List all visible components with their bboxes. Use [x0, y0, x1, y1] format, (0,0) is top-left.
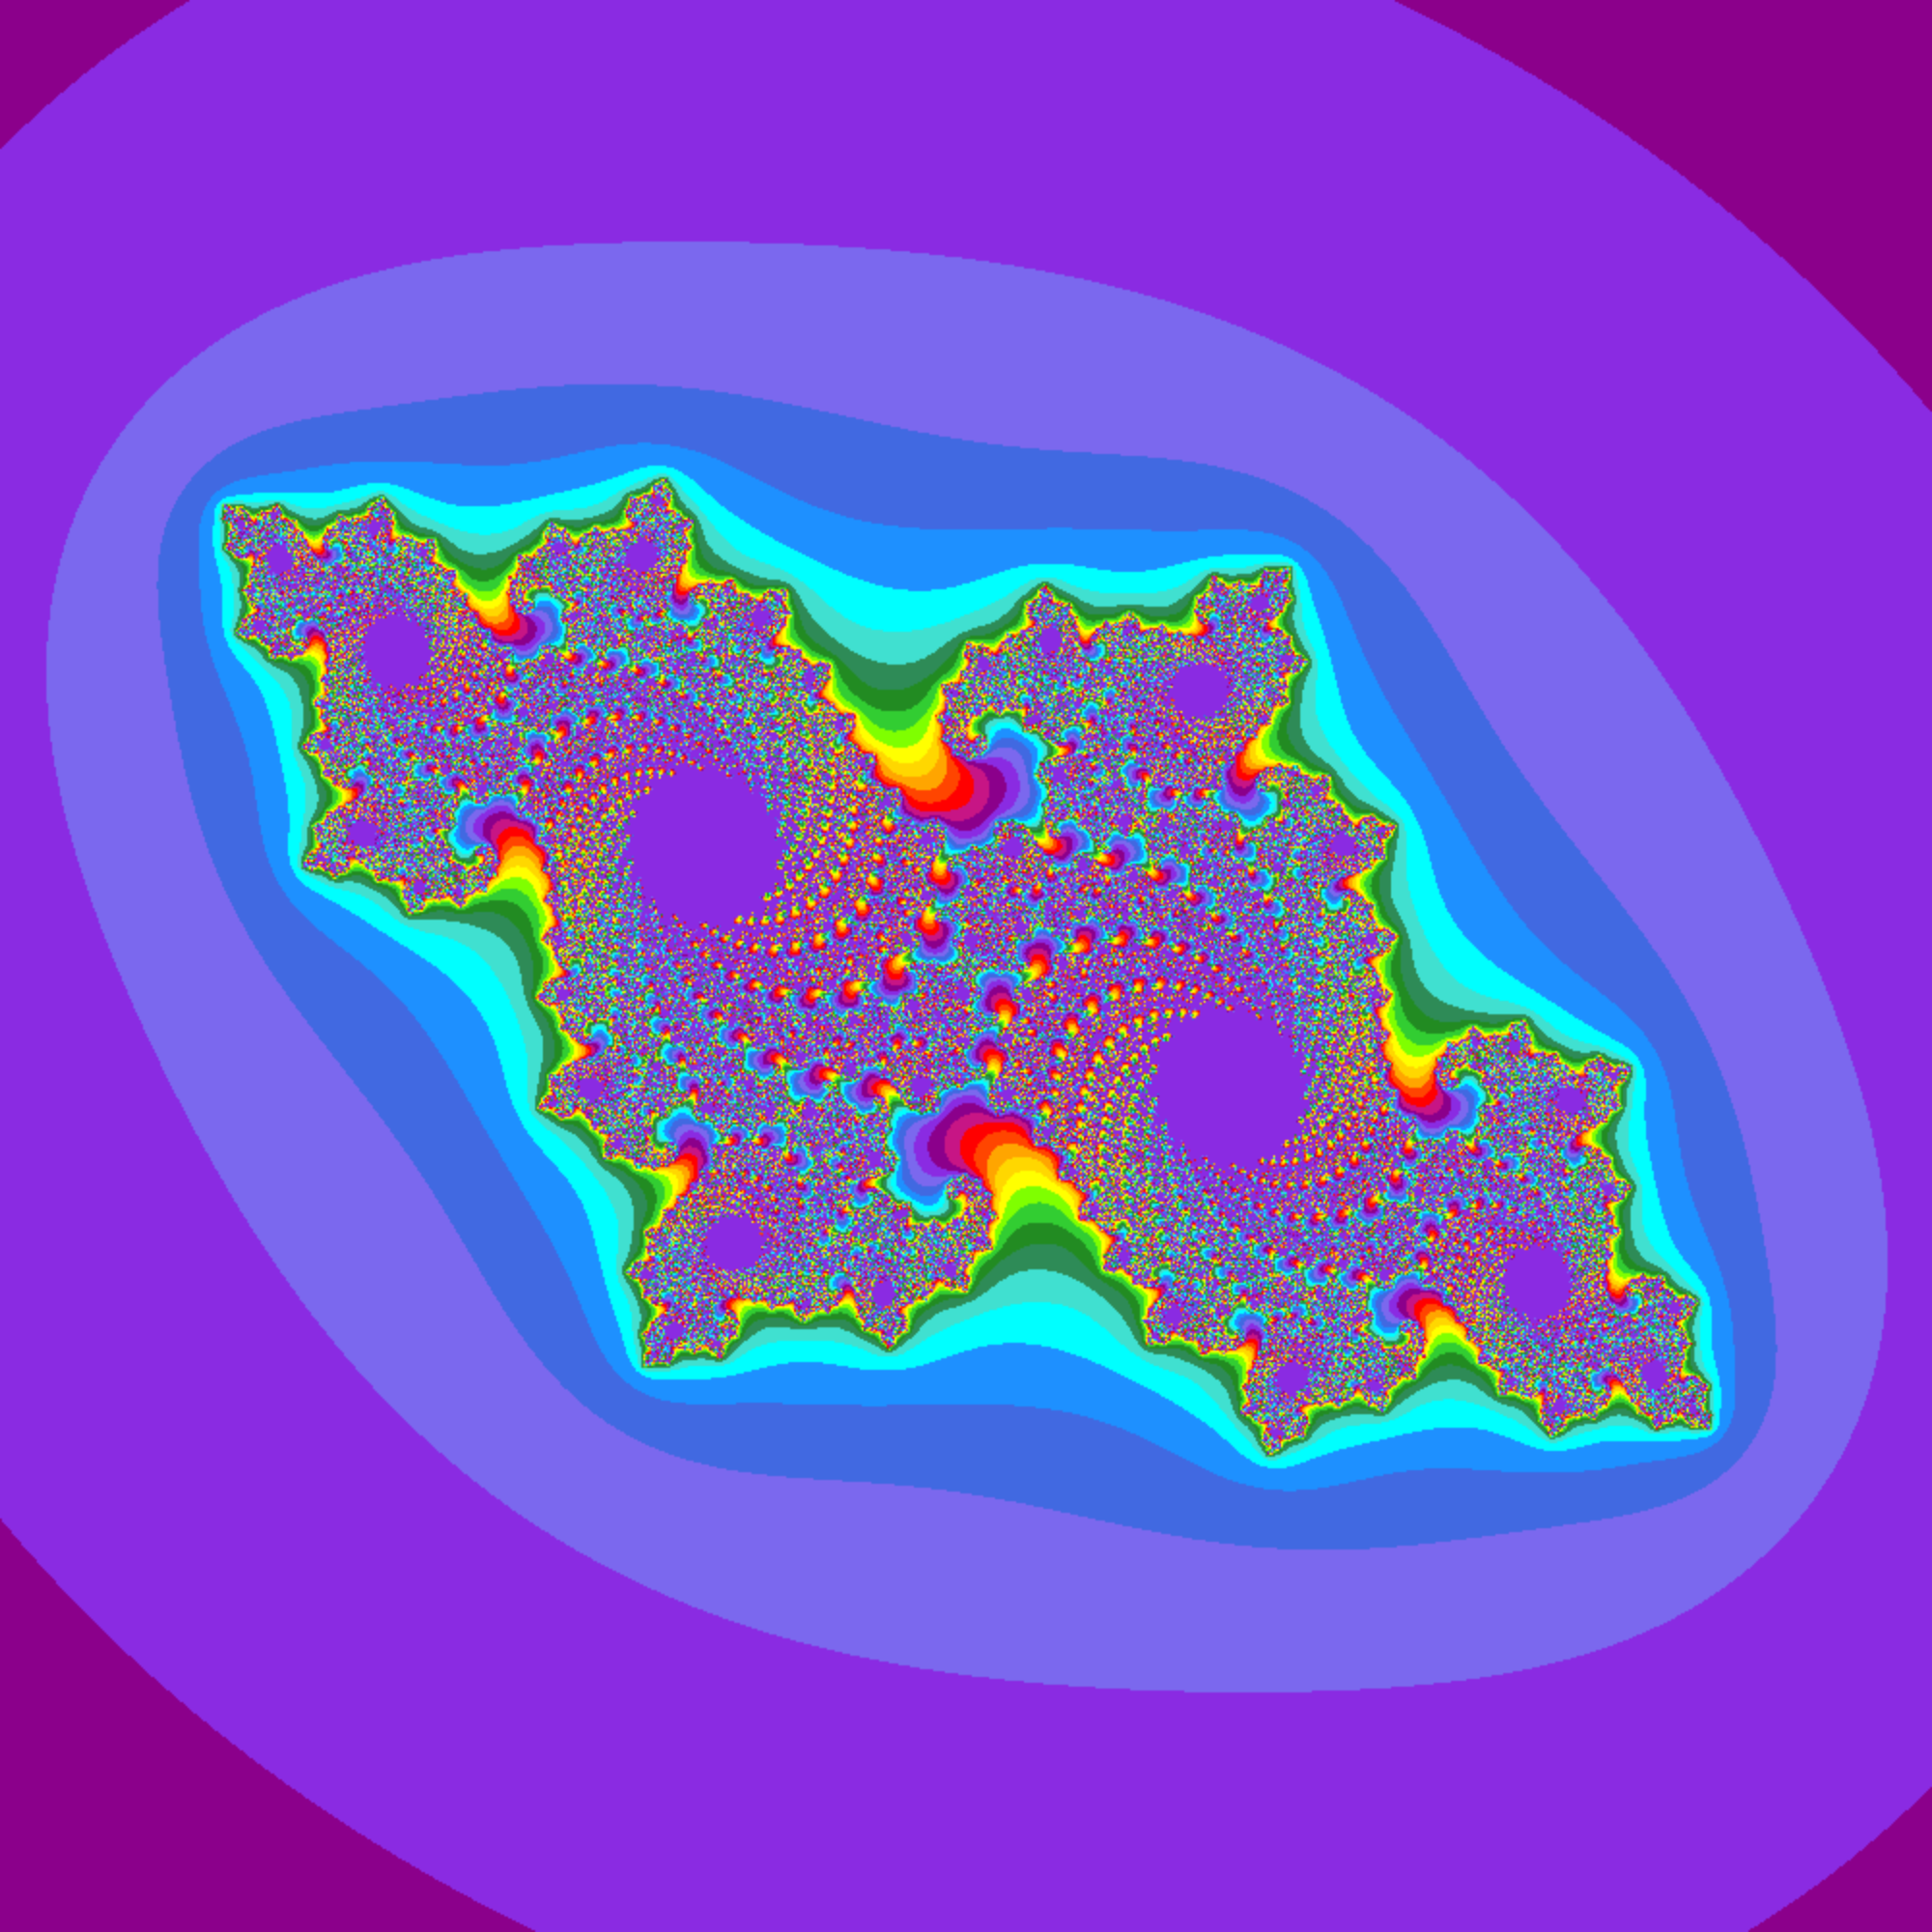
julia-fractal-canvas — [0, 0, 1932, 1932]
fractal-image — [0, 0, 1932, 1932]
